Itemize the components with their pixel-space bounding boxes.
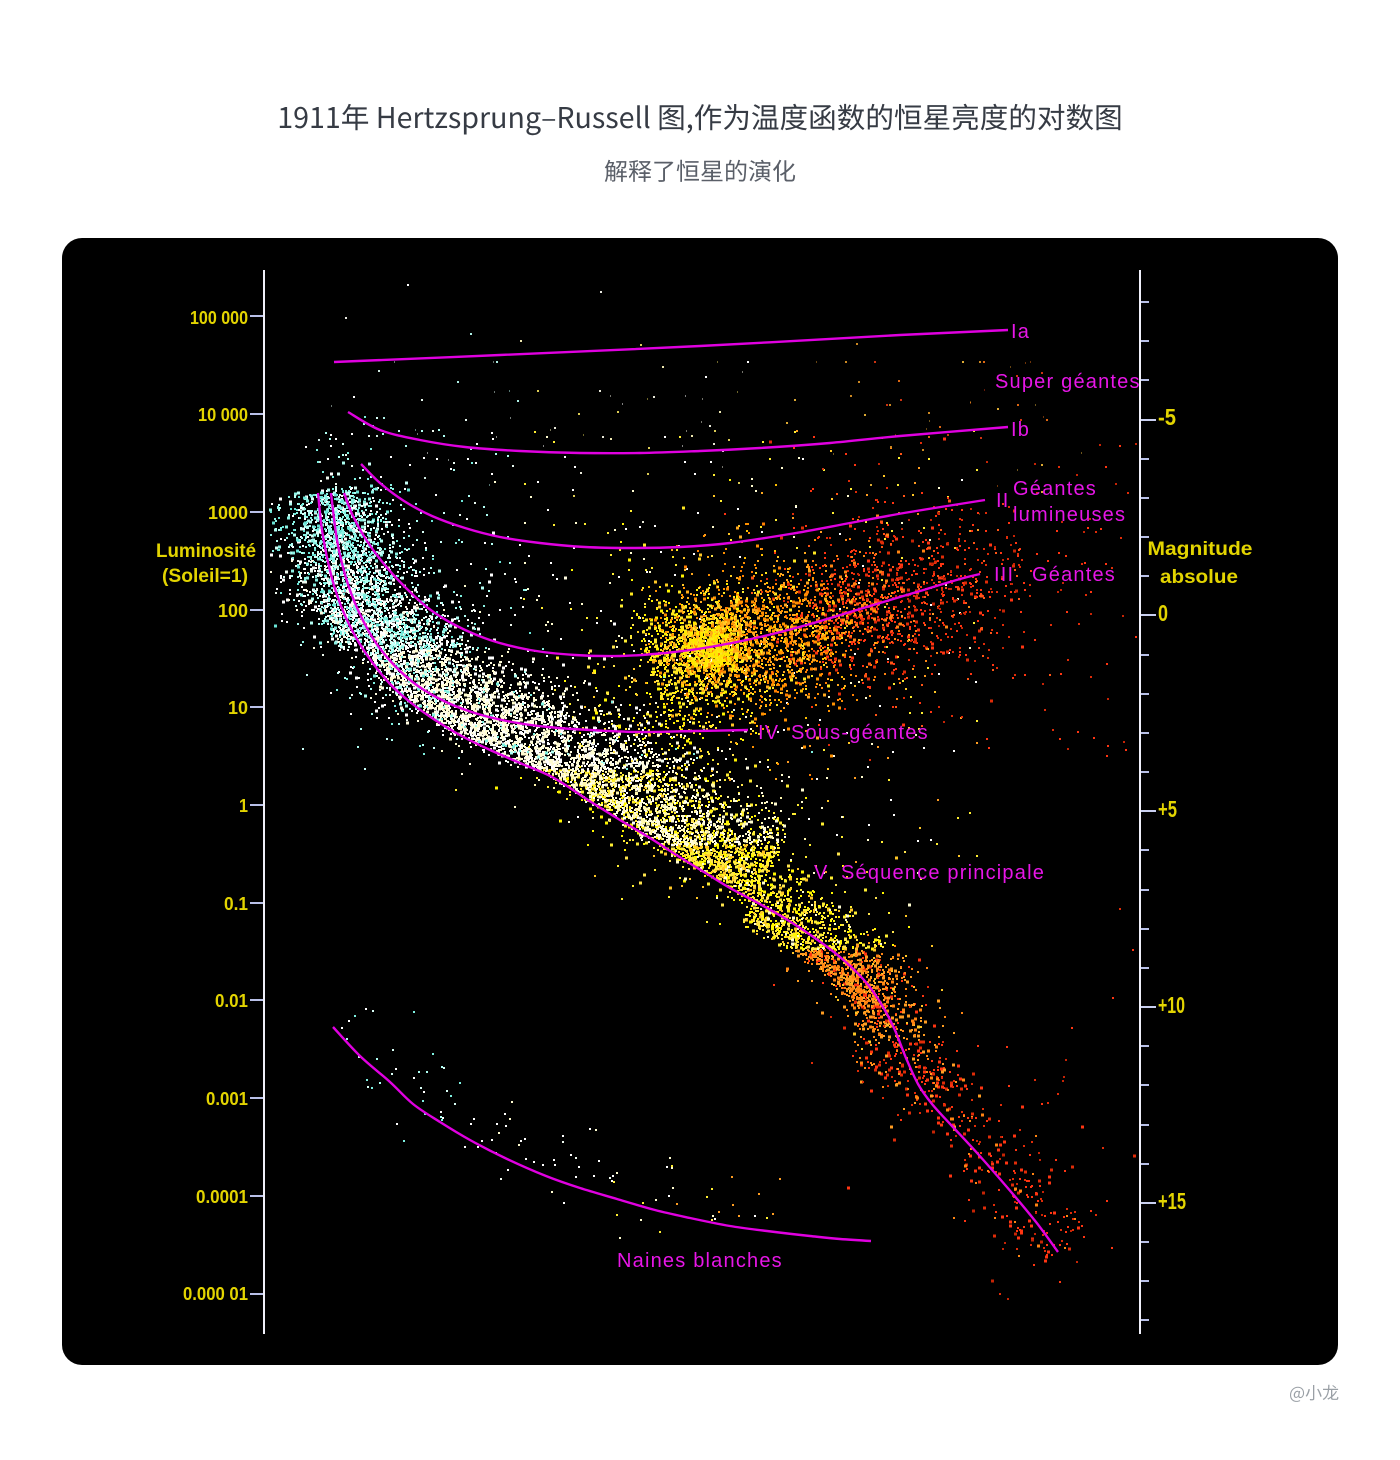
svg-text:IV: IV (758, 722, 779, 744)
svg-text:0.0001: 0.0001 (196, 1187, 248, 1207)
svg-text:0.000 01: 0.000 01 (183, 1284, 248, 1304)
svg-text:0: 0 (1158, 600, 1168, 626)
svg-text:III: III (994, 564, 1014, 586)
svg-text:+5: +5 (1158, 796, 1177, 822)
svg-text:lumineuses: lumineuses (1013, 504, 1126, 526)
svg-text:Luminosité: Luminosité (156, 541, 256, 562)
svg-text:0.001: 0.001 (206, 1089, 248, 1109)
svg-text:Ia: Ia (1011, 321, 1030, 343)
svg-text:V: V (814, 862, 829, 884)
svg-text:Naines blanches: Naines blanches (617, 1250, 783, 1272)
svg-text:(Soleil=1): (Soleil=1) (162, 566, 248, 587)
svg-text:Sous-géantes: Sous-géantes (791, 722, 929, 744)
svg-text:Géantes: Géantes (1013, 478, 1097, 500)
svg-text:Magnitude: Magnitude (1148, 539, 1253, 560)
svg-text:10 000: 10 000 (198, 405, 248, 425)
svg-text:1000: 1000 (208, 503, 248, 523)
svg-text:II: II (996, 490, 1010, 512)
svg-text:0.1: 0.1 (224, 894, 248, 914)
svg-text:+15: +15 (1158, 1188, 1186, 1214)
svg-text:Séquence principale: Séquence principale (841, 862, 1045, 884)
svg-text:100: 100 (218, 601, 248, 621)
svg-text:Géantes: Géantes (1032, 564, 1116, 586)
svg-text:0.01: 0.01 (215, 991, 248, 1011)
svg-text:+10: +10 (1158, 992, 1185, 1018)
svg-text:10: 10 (228, 698, 248, 718)
svg-text:Super géantes: Super géantes (995, 371, 1141, 393)
svg-text:absolue: absolue (1160, 567, 1238, 588)
svg-text:100 000: 100 000 (190, 308, 248, 328)
svg-text:-5: -5 (1158, 404, 1176, 430)
svg-text:Ib: Ib (1011, 419, 1030, 441)
svg-text:1: 1 (239, 796, 248, 816)
